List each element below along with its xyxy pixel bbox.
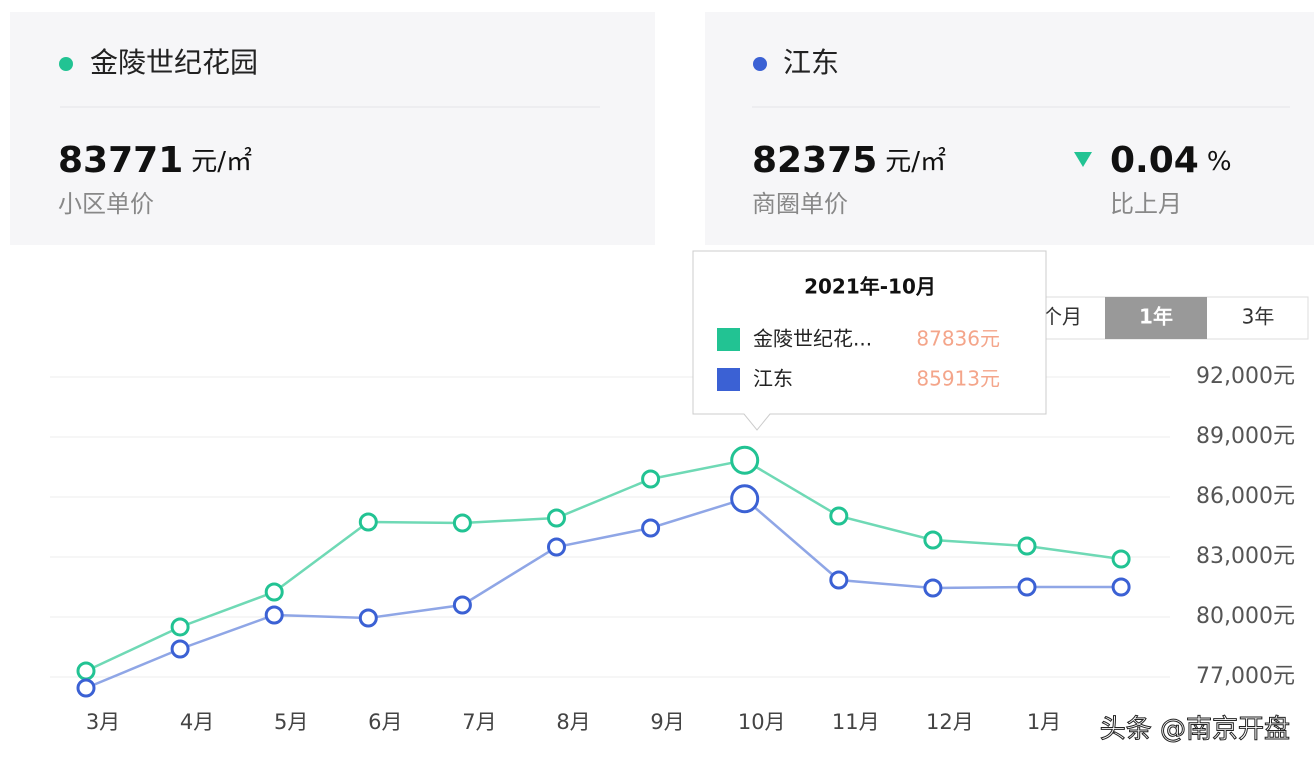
data-point bbox=[547, 537, 566, 557]
data-point bbox=[264, 582, 284, 602]
x-tick-label: 10月 bbox=[738, 710, 786, 734]
down-arrow bbox=[1074, 152, 1092, 167]
tooltip-value: 85913元 bbox=[916, 367, 1000, 391]
data-point bbox=[76, 678, 96, 698]
x-tick-label: 7月 bbox=[462, 710, 496, 734]
data-point bbox=[76, 661, 96, 681]
community-card bbox=[10, 12, 655, 245]
change-unit: % bbox=[1207, 147, 1232, 177]
tooltip-value: 87836元 bbox=[916, 327, 1000, 351]
series-line bbox=[85, 458, 1122, 673]
district-card bbox=[705, 12, 1314, 245]
card-price: 82375 bbox=[752, 140, 877, 181]
data-point bbox=[358, 608, 378, 628]
data-point bbox=[641, 518, 661, 538]
x-tick-label: 8月 bbox=[556, 710, 590, 734]
card-name: 金陵世纪花园 bbox=[90, 46, 258, 79]
data-point bbox=[358, 512, 378, 532]
data-point bbox=[170, 617, 190, 637]
data-point bbox=[547, 508, 566, 528]
data-point bbox=[452, 595, 472, 615]
data-point bbox=[1017, 536, 1037, 556]
data-point bbox=[1017, 577, 1037, 597]
data-point bbox=[730, 484, 760, 514]
x-tick-label: 5月 bbox=[274, 710, 308, 734]
tooltip-title: 2021年-10月 bbox=[804, 275, 936, 299]
x-tick-label: 1月 bbox=[1027, 710, 1061, 734]
data-point bbox=[730, 445, 760, 475]
range-button[interactable]: 个月 bbox=[1042, 305, 1082, 329]
data-point bbox=[923, 578, 943, 598]
y-tick-label: 83,000元 bbox=[1196, 544, 1295, 569]
plot: 77,000元 80,000元 83,000元 86,000元 89,000元 92,00… bbox=[50, 364, 1295, 734]
change-line: 0.04% bbox=[1110, 140, 1232, 181]
x-tick-label: 11月 bbox=[832, 710, 880, 734]
card-price: 83771 bbox=[58, 140, 183, 181]
x-tick-label: 3月 bbox=[86, 710, 120, 734]
tooltip-item: 江东 bbox=[753, 367, 793, 391]
data-point bbox=[923, 530, 943, 550]
range-button[interactable]: 3年 bbox=[1242, 305, 1275, 329]
change-value: 0.04 bbox=[1110, 140, 1199, 181]
y-tick-label: 80,000元 bbox=[1196, 604, 1295, 629]
card-label: 小区单价 bbox=[58, 190, 154, 218]
x-tick-label: 12月 bbox=[926, 710, 974, 734]
data-point bbox=[264, 605, 284, 625]
card-unit: 元/㎡ bbox=[885, 147, 946, 177]
card-dot bbox=[753, 57, 767, 71]
data-point bbox=[1111, 549, 1131, 569]
tooltip-box bbox=[692, 250, 1047, 431]
x-tick-label: 9月 bbox=[650, 710, 684, 734]
y-tick-label: 77,000元 bbox=[1196, 664, 1295, 689]
tooltip-swatch bbox=[717, 368, 740, 391]
range-button-active[interactable] bbox=[1105, 297, 1207, 339]
y-tick-label: 89,000元 bbox=[1196, 424, 1295, 449]
tooltip-item: 金陵世纪花... bbox=[753, 327, 872, 351]
card-name: 江东 bbox=[783, 46, 839, 79]
card-price-line: 82375 元/㎡ bbox=[752, 140, 946, 181]
data-point bbox=[452, 513, 472, 533]
card-price-line: 83771 元/㎡ bbox=[58, 140, 252, 181]
watermark: 头条 @南京开盘 bbox=[1100, 715, 1290, 745]
card-label: 商圈单价 bbox=[752, 190, 848, 218]
data-point bbox=[829, 506, 849, 526]
tooltip-swatch bbox=[717, 328, 740, 351]
change-label: 比上月 bbox=[1110, 190, 1182, 218]
series-line bbox=[85, 497, 1122, 690]
card-dot bbox=[59, 57, 73, 71]
y-tick-label: 86,000元 bbox=[1196, 484, 1295, 509]
range-button[interactable]: 1年 bbox=[1139, 305, 1173, 329]
x-tick-label: 4月 bbox=[180, 710, 214, 734]
data-point bbox=[170, 639, 190, 659]
card-unit: 元/㎡ bbox=[191, 147, 252, 177]
y-tick-label: 92,000元 bbox=[1196, 364, 1295, 389]
data-point bbox=[641, 469, 661, 489]
data-point bbox=[1111, 577, 1131, 597]
x-tick-label: 6月 bbox=[368, 710, 402, 734]
data-point bbox=[829, 570, 849, 590]
